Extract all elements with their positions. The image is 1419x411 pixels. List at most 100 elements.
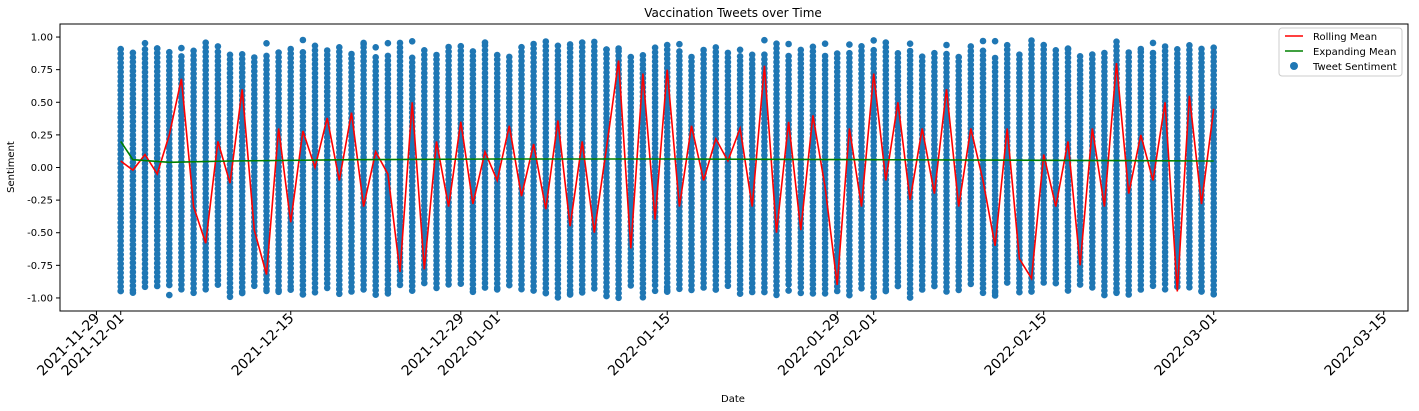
scatter-point <box>129 289 137 297</box>
scatter-point <box>615 221 622 229</box>
scatter-point <box>1076 75 1084 83</box>
scatter-point <box>384 139 392 146</box>
scatter-point <box>1125 199 1132 207</box>
scatter-point <box>469 84 477 92</box>
scatter-point <box>858 61 865 68</box>
scatter-point <box>724 136 732 143</box>
scatter-point <box>275 227 282 234</box>
scatter-point <box>1149 246 1157 253</box>
scatter-point <box>311 252 319 260</box>
scatter-point <box>1113 280 1120 288</box>
scatter-point <box>202 149 209 156</box>
scatter-point <box>578 57 586 65</box>
scatter-point <box>530 40 537 48</box>
scatter-point <box>518 98 525 106</box>
scatter-point <box>372 44 380 51</box>
scatter-point <box>542 216 550 223</box>
scatter-point <box>639 243 647 251</box>
scatter-point <box>166 117 173 124</box>
scatter-point <box>153 90 161 98</box>
scatter-point <box>833 223 841 231</box>
scatter-point <box>1101 90 1108 98</box>
scatter-point <box>773 191 780 198</box>
scatter-point <box>712 121 720 129</box>
scatter-point <box>663 51 671 58</box>
legend-swatch-tweet-sentiment <box>1290 62 1298 70</box>
scatter-point <box>506 163 513 170</box>
scatter-point <box>336 98 343 106</box>
scatter-point <box>542 74 550 82</box>
scatter-point <box>481 179 489 186</box>
scatter-point <box>918 281 926 289</box>
scatter-point <box>1174 105 1181 112</box>
scatter-point <box>846 273 853 281</box>
scatter-point <box>918 121 926 129</box>
scatter-point <box>238 160 246 168</box>
scatter-point <box>736 103 744 110</box>
scatter-point <box>785 162 792 169</box>
scatter-point <box>542 248 550 255</box>
scatter-point <box>663 238 671 245</box>
scatter-point <box>870 110 877 118</box>
scatter-point <box>761 151 768 159</box>
scatter-point <box>700 279 707 287</box>
scatter-point <box>226 270 234 278</box>
scatter-point <box>676 144 683 151</box>
scatter-point <box>190 161 197 169</box>
scatter-point <box>336 126 343 133</box>
scatter-point <box>1076 226 1084 234</box>
scatter-point <box>1125 218 1132 225</box>
scatter-point <box>906 161 914 169</box>
scatter-point <box>1125 245 1132 253</box>
scatter-point <box>153 205 161 212</box>
scatter-point <box>1137 245 1145 252</box>
scatter-point <box>445 84 452 92</box>
scatter-point <box>979 234 987 242</box>
scatter-point <box>214 253 222 261</box>
scatter-point <box>481 161 489 168</box>
scatter-point <box>736 107 744 115</box>
scatter-point <box>578 231 586 238</box>
scatter-point <box>639 125 647 132</box>
scatter-point <box>1161 262 1169 270</box>
scatter-point <box>712 172 720 179</box>
scatter-point <box>493 225 501 232</box>
scatter-point <box>773 277 780 285</box>
scatter-point <box>238 229 246 236</box>
scatter-point <box>433 79 440 86</box>
scatter-point <box>1052 257 1060 264</box>
scatter-point <box>676 249 683 256</box>
scatter-point <box>372 172 380 180</box>
scatter-point <box>153 54 161 61</box>
scatter-point <box>530 232 537 240</box>
scatter-point <box>1113 52 1120 59</box>
scatter-point <box>591 148 598 155</box>
scatter-point <box>979 61 987 68</box>
scatter-point <box>1161 93 1169 100</box>
scatter-point <box>870 165 877 173</box>
scatter-point <box>1003 210 1011 218</box>
scatter-point <box>688 222 695 230</box>
scatter-point <box>736 212 744 220</box>
scatter-point <box>858 97 865 105</box>
scatter-point <box>1052 65 1060 72</box>
scatter-point <box>384 130 392 137</box>
scatter-point <box>991 73 999 80</box>
scatter-point <box>724 255 732 262</box>
scatter-point <box>153 59 161 66</box>
scatter-point <box>530 136 537 144</box>
scatter-point <box>785 281 792 288</box>
scatter-point <box>1076 267 1084 275</box>
scatter-point <box>870 124 877 132</box>
scatter-point <box>748 69 756 77</box>
scatter-point <box>736 144 744 151</box>
scatter-point <box>1052 129 1060 136</box>
scatter-point <box>251 282 258 290</box>
scatter-point <box>931 260 938 267</box>
scatter-point <box>761 56 768 63</box>
scatter-point <box>761 238 768 246</box>
scatter-point <box>1016 179 1023 186</box>
scatter-point <box>1040 64 1047 72</box>
scatter-point <box>323 165 331 173</box>
scatter-point <box>372 204 380 212</box>
